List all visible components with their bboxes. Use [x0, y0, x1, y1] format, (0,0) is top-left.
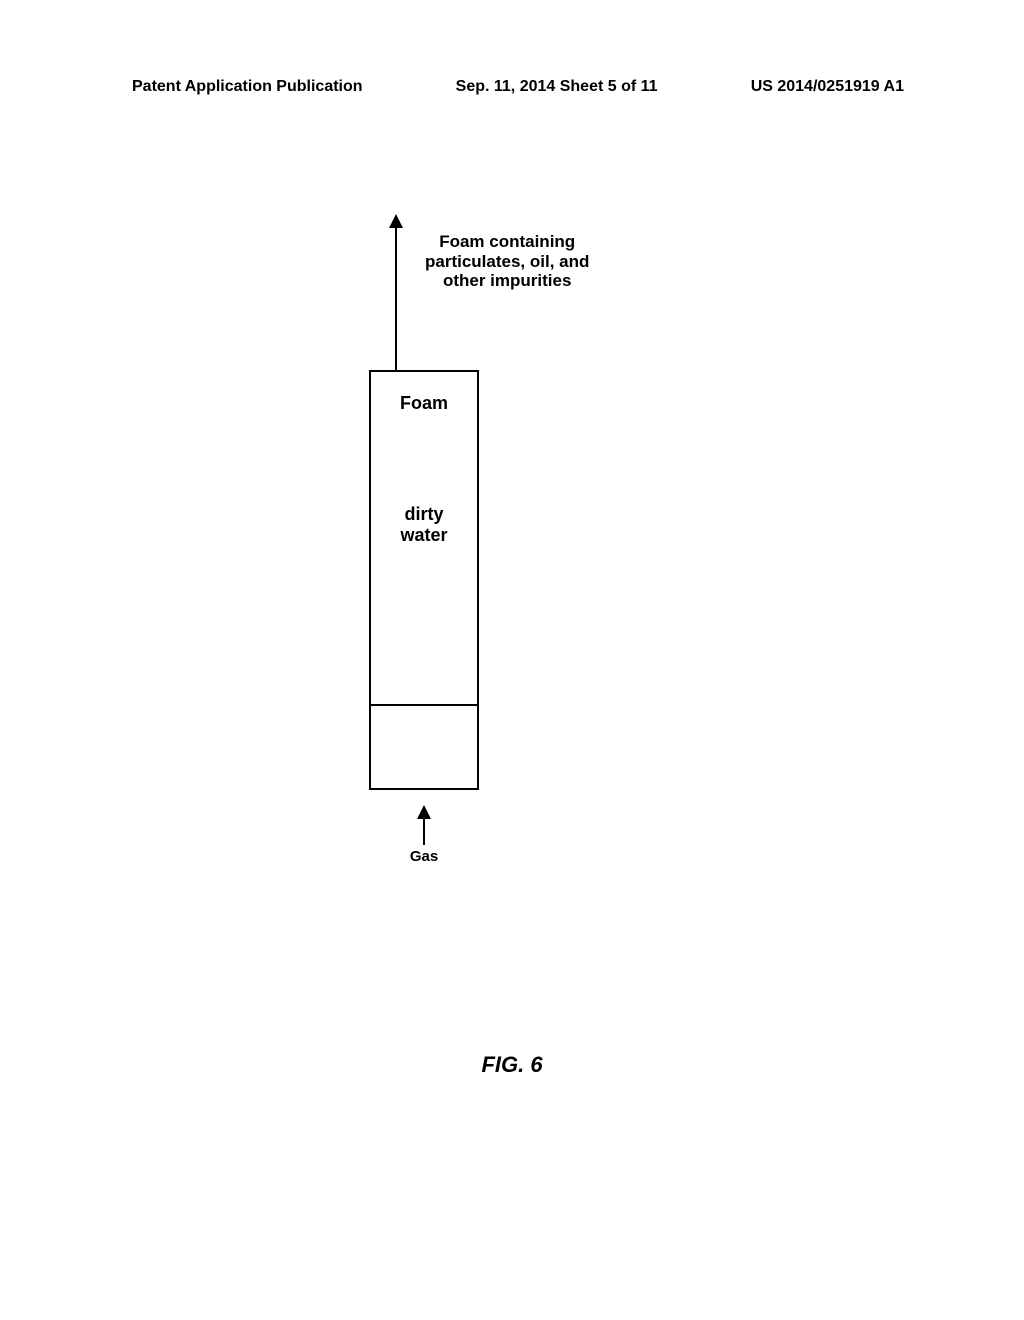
column-divider [369, 704, 479, 706]
bottom-arrow-shaft [423, 815, 425, 845]
top-arrow-label-line2: particulates, oil, and [425, 252, 589, 272]
top-arrow-shaft [395, 224, 397, 370]
figure-area: Foam containing particulates, oil, and o… [0, 0, 1024, 1320]
column-label-foam: Foam [369, 393, 479, 414]
top-arrow-label-line1: Foam containing [425, 232, 589, 252]
figure-caption: FIG. 6 [0, 1052, 1024, 1078]
bottom-arrow-label: Gas [369, 848, 479, 865]
column-label-dirty-water: dirty water [369, 504, 479, 545]
dirty-line2: water [369, 525, 479, 546]
top-arrow-label: Foam containing particulates, oil, and o… [425, 232, 589, 291]
column-vessel [369, 370, 479, 790]
top-arrow-label-line3: other impurities [425, 271, 589, 291]
dirty-line1: dirty [369, 504, 479, 525]
